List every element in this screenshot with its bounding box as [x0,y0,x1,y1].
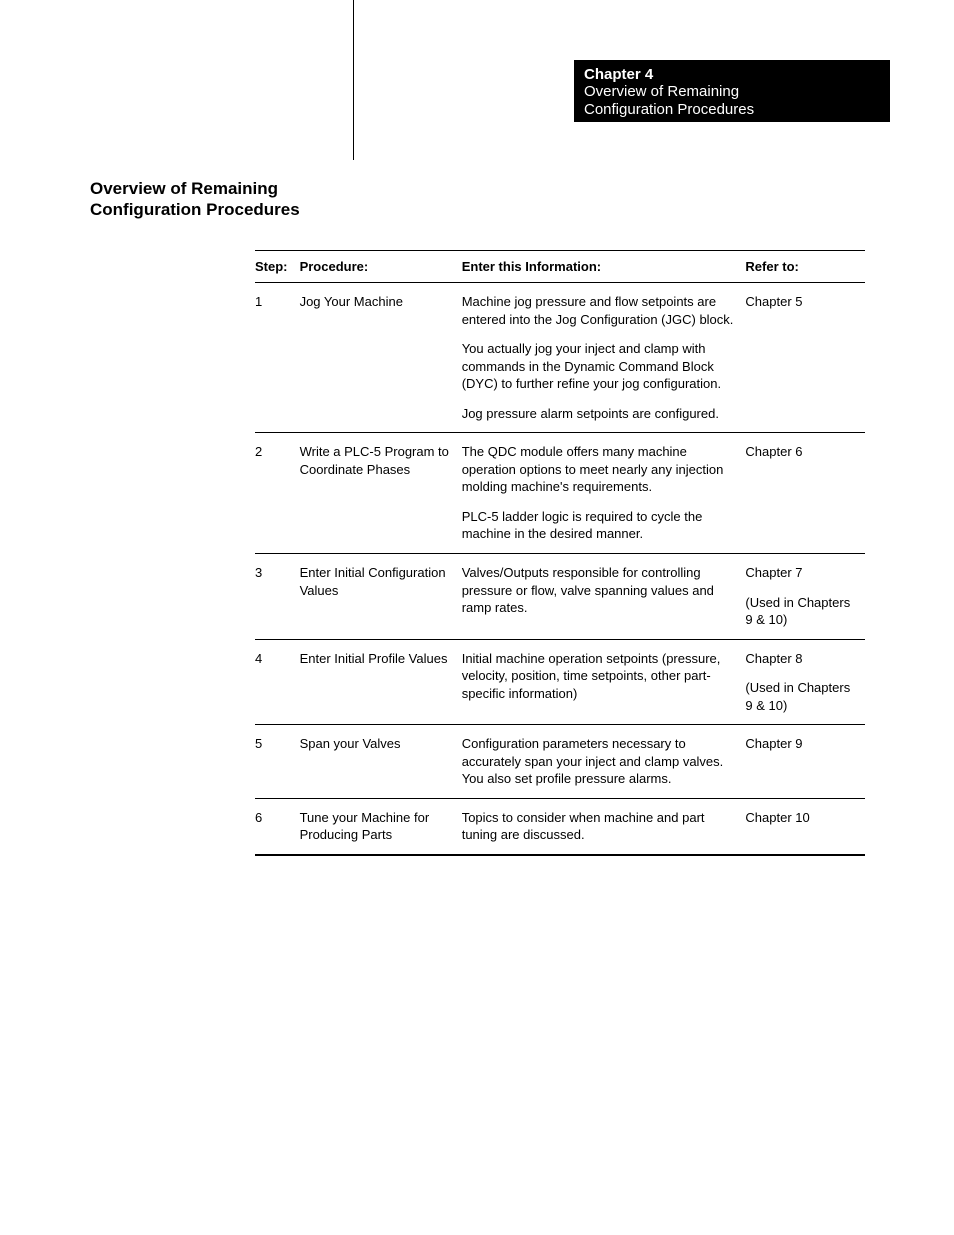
info-paragraph: Initial machine operation setpoints (pre… [462,650,738,703]
cell-step: 2 [255,433,300,554]
cell-procedure: Enter Initial Configuration Values [300,554,462,640]
refer-paragraph: Chapter 10 [745,809,857,827]
refer-paragraph: Chapter 6 [745,443,857,461]
cell-info: Initial machine operation setpoints (pre… [462,639,746,725]
procedures-table: Step: Procedure: Enter this Information:… [255,250,865,856]
refer-paragraph: Chapter 9 [745,735,857,753]
table-row: 5 Span your Valves Configuration paramet… [255,725,865,799]
info-paragraph: PLC-5 ladder logic is required to cycle … [462,508,738,543]
section-title-line1: Overview of Remaining [90,178,340,199]
table-row: 4 Enter Initial Profile Values Initial m… [255,639,865,725]
cell-step: 4 [255,639,300,725]
cell-refer: Chapter 7 (Used in Chapters 9 & 10) [745,554,865,640]
cell-refer: Chapter 6 [745,433,865,554]
cell-refer: Chapter 8 (Used in Chapters 9 & 10) [745,639,865,725]
section-title-line2: Configuration Procedures [90,199,340,220]
col-header-info: Enter this Information: [462,251,746,283]
info-paragraph: Configuration parameters necessary to ac… [462,735,738,788]
info-paragraph: Valves/Outputs responsible for controlli… [462,564,738,617]
info-paragraph: Topics to consider when machine and part… [462,809,738,844]
col-header-step: Step: [255,251,300,283]
cell-step: 3 [255,554,300,640]
cell-info: Valves/Outputs responsible for controlli… [462,554,746,640]
cell-refer: Chapter 5 [745,283,865,433]
chapter-subtitle-line2: Configuration Procedures [584,101,890,118]
refer-paragraph: Chapter 8 [745,650,857,668]
col-header-refer: Refer to: [745,251,865,283]
refer-paragraph: (Used in Chapters 9 & 10) [745,594,857,629]
cell-info: The QDC module offers many machine opera… [462,433,746,554]
table-row: 2 Write a PLC-5 Program to Coordinate Ph… [255,433,865,554]
chapter-subtitle-line1: Overview of Remaining [584,83,890,100]
table-row: 1 Jog Your Machine Machine jog pressure … [255,283,865,433]
cell-procedure: Tune your Machine for Producing Parts [300,798,462,855]
refer-paragraph: Chapter 7 [745,564,857,582]
cell-refer: Chapter 9 [745,725,865,799]
cell-info: Configuration parameters necessary to ac… [462,725,746,799]
table-header-row: Step: Procedure: Enter this Information:… [255,251,865,283]
cell-info: Topics to consider when machine and part… [462,798,746,855]
refer-paragraph: Chapter 5 [745,293,857,311]
cell-step: 1 [255,283,300,433]
table-row: 3 Enter Initial Configuration Values Val… [255,554,865,640]
cell-procedure: Span your Valves [300,725,462,799]
cell-procedure: Jog Your Machine [300,283,462,433]
cell-procedure: Write a PLC-5 Program to Coordinate Phas… [300,433,462,554]
procedures-table-wrap: Step: Procedure: Enter this Information:… [255,250,865,856]
cell-step: 5 [255,725,300,799]
refer-paragraph: (Used in Chapters 9 & 10) [745,679,857,714]
cell-info: Machine jog pressure and flow setpoints … [462,283,746,433]
vertical-divider [353,0,354,160]
info-paragraph: Machine jog pressure and flow setpoints … [462,293,738,328]
table-row: 6 Tune your Machine for Producing Parts … [255,798,865,855]
chapter-label: Chapter 4 [584,66,890,83]
section-title: Overview of Remaining Configuration Proc… [90,178,340,221]
info-paragraph: Jog pressure alarm setpoints are configu… [462,405,738,423]
chapter-header: Chapter 4 Overview of Remaining Configur… [574,60,890,122]
table-body: 1 Jog Your Machine Machine jog pressure … [255,283,865,856]
page: Chapter 4 Overview of Remaining Configur… [0,0,954,1235]
cell-refer: Chapter 10 [745,798,865,855]
info-paragraph: The QDC module offers many machine opera… [462,443,738,496]
col-header-procedure: Procedure: [300,251,462,283]
info-paragraph: You actually jog your inject and clamp w… [462,340,738,393]
cell-step: 6 [255,798,300,855]
cell-procedure: Enter Initial Profile Values [300,639,462,725]
